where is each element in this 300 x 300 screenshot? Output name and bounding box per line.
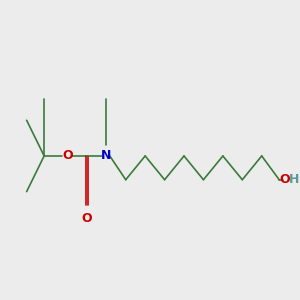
Text: O: O — [62, 149, 73, 162]
Text: N: N — [101, 149, 112, 162]
Text: H: H — [288, 173, 299, 186]
Text: O: O — [280, 173, 290, 186]
Text: O: O — [82, 212, 92, 225]
